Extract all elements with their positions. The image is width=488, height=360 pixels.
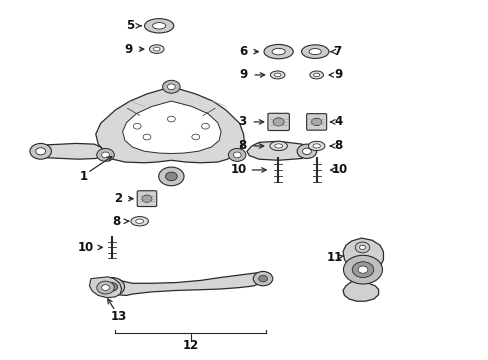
Circle shape [142, 195, 152, 202]
Polygon shape [122, 101, 221, 153]
Circle shape [302, 148, 311, 154]
FancyBboxPatch shape [137, 191, 157, 207]
Text: 8: 8 [333, 139, 342, 152]
Ellipse shape [309, 71, 323, 79]
Ellipse shape [308, 49, 321, 55]
FancyBboxPatch shape [267, 113, 289, 131]
Ellipse shape [308, 141, 325, 150]
Text: 7: 7 [332, 45, 341, 58]
Circle shape [354, 242, 369, 253]
Text: 2: 2 [113, 192, 122, 205]
Text: 12: 12 [183, 339, 199, 352]
Circle shape [30, 143, 51, 159]
Circle shape [233, 152, 241, 158]
Ellipse shape [269, 141, 287, 150]
Polygon shape [342, 238, 383, 301]
Text: 1: 1 [80, 170, 87, 183]
Circle shape [357, 266, 367, 273]
Ellipse shape [312, 144, 320, 148]
Polygon shape [107, 273, 264, 296]
Text: 9: 9 [239, 68, 247, 81]
Circle shape [351, 262, 373, 278]
Ellipse shape [264, 44, 293, 59]
Ellipse shape [153, 47, 160, 51]
Text: 10: 10 [230, 163, 246, 176]
Circle shape [228, 148, 245, 161]
Circle shape [162, 80, 180, 93]
Circle shape [102, 152, 109, 158]
Circle shape [36, 148, 45, 155]
Ellipse shape [301, 45, 328, 58]
Ellipse shape [274, 73, 281, 77]
Circle shape [143, 134, 151, 140]
Circle shape [106, 283, 118, 291]
Circle shape [99, 278, 124, 296]
Text: 9: 9 [333, 68, 342, 81]
Ellipse shape [313, 73, 319, 77]
Circle shape [359, 245, 365, 249]
Ellipse shape [274, 144, 282, 148]
Polygon shape [89, 277, 122, 298]
Circle shape [158, 167, 183, 186]
Text: 6: 6 [239, 45, 247, 58]
Circle shape [133, 123, 141, 129]
Circle shape [343, 255, 382, 284]
Circle shape [201, 123, 209, 129]
Circle shape [97, 148, 114, 161]
Circle shape [272, 118, 284, 126]
Circle shape [102, 285, 109, 291]
Text: 8: 8 [238, 139, 245, 152]
Text: 13: 13 [111, 310, 127, 324]
Text: 4: 4 [333, 116, 342, 129]
Ellipse shape [271, 48, 285, 55]
Circle shape [258, 275, 267, 282]
Text: 11: 11 [326, 251, 342, 264]
Circle shape [165, 172, 177, 181]
Polygon shape [246, 141, 307, 160]
Polygon shape [96, 87, 244, 163]
Text: 10: 10 [78, 241, 94, 254]
Text: 5: 5 [125, 19, 134, 32]
Circle shape [167, 84, 175, 90]
Ellipse shape [131, 217, 148, 226]
Text: 8: 8 [112, 215, 121, 228]
Circle shape [97, 281, 114, 294]
Ellipse shape [136, 219, 143, 223]
Text: 9: 9 [124, 42, 132, 55]
Circle shape [311, 118, 321, 126]
Circle shape [253, 271, 272, 286]
FancyBboxPatch shape [306, 114, 326, 130]
Text: 3: 3 [238, 116, 245, 129]
Polygon shape [40, 143, 105, 159]
Ellipse shape [144, 19, 173, 33]
Ellipse shape [149, 45, 163, 53]
Ellipse shape [152, 23, 165, 29]
Text: 10: 10 [331, 163, 347, 176]
Circle shape [167, 116, 175, 122]
Circle shape [191, 134, 199, 140]
Ellipse shape [270, 71, 285, 79]
Circle shape [297, 144, 316, 158]
